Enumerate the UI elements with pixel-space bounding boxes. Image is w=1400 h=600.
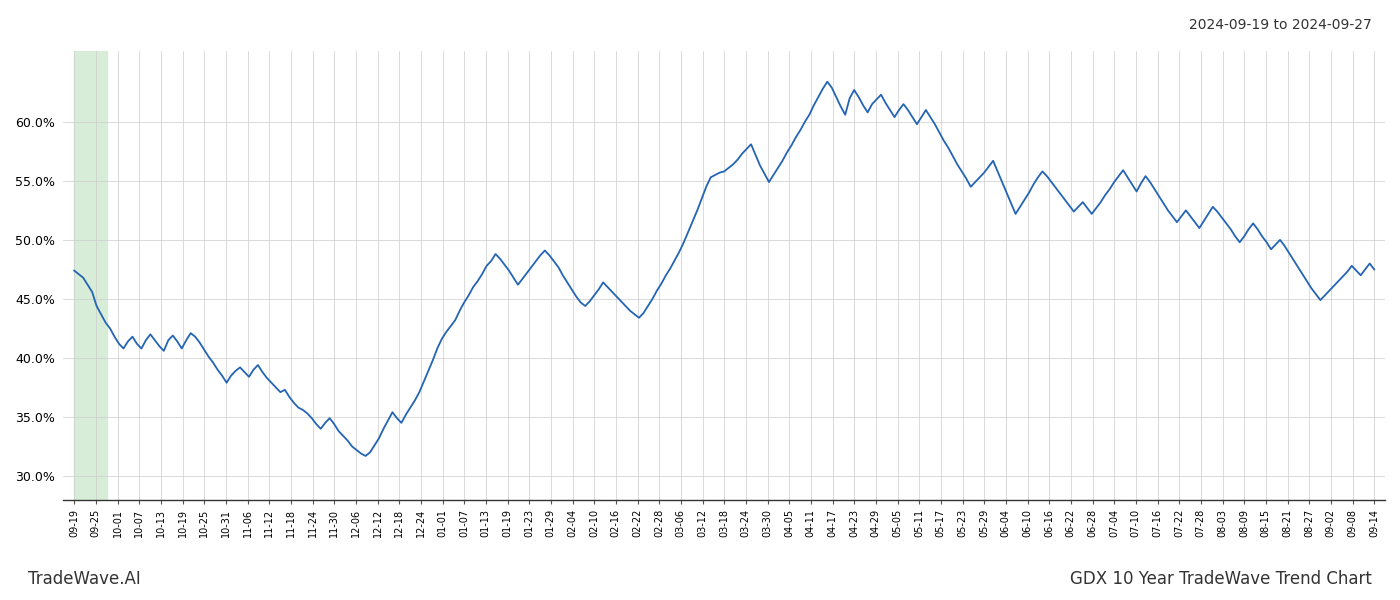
Bar [74,51,106,500]
Text: 2024-09-19 to 2024-09-27: 2024-09-19 to 2024-09-27 [1189,18,1372,32]
Text: GDX 10 Year TradeWave Trend Chart: GDX 10 Year TradeWave Trend Chart [1070,570,1372,588]
Text: TradeWave.AI: TradeWave.AI [28,570,141,588]
